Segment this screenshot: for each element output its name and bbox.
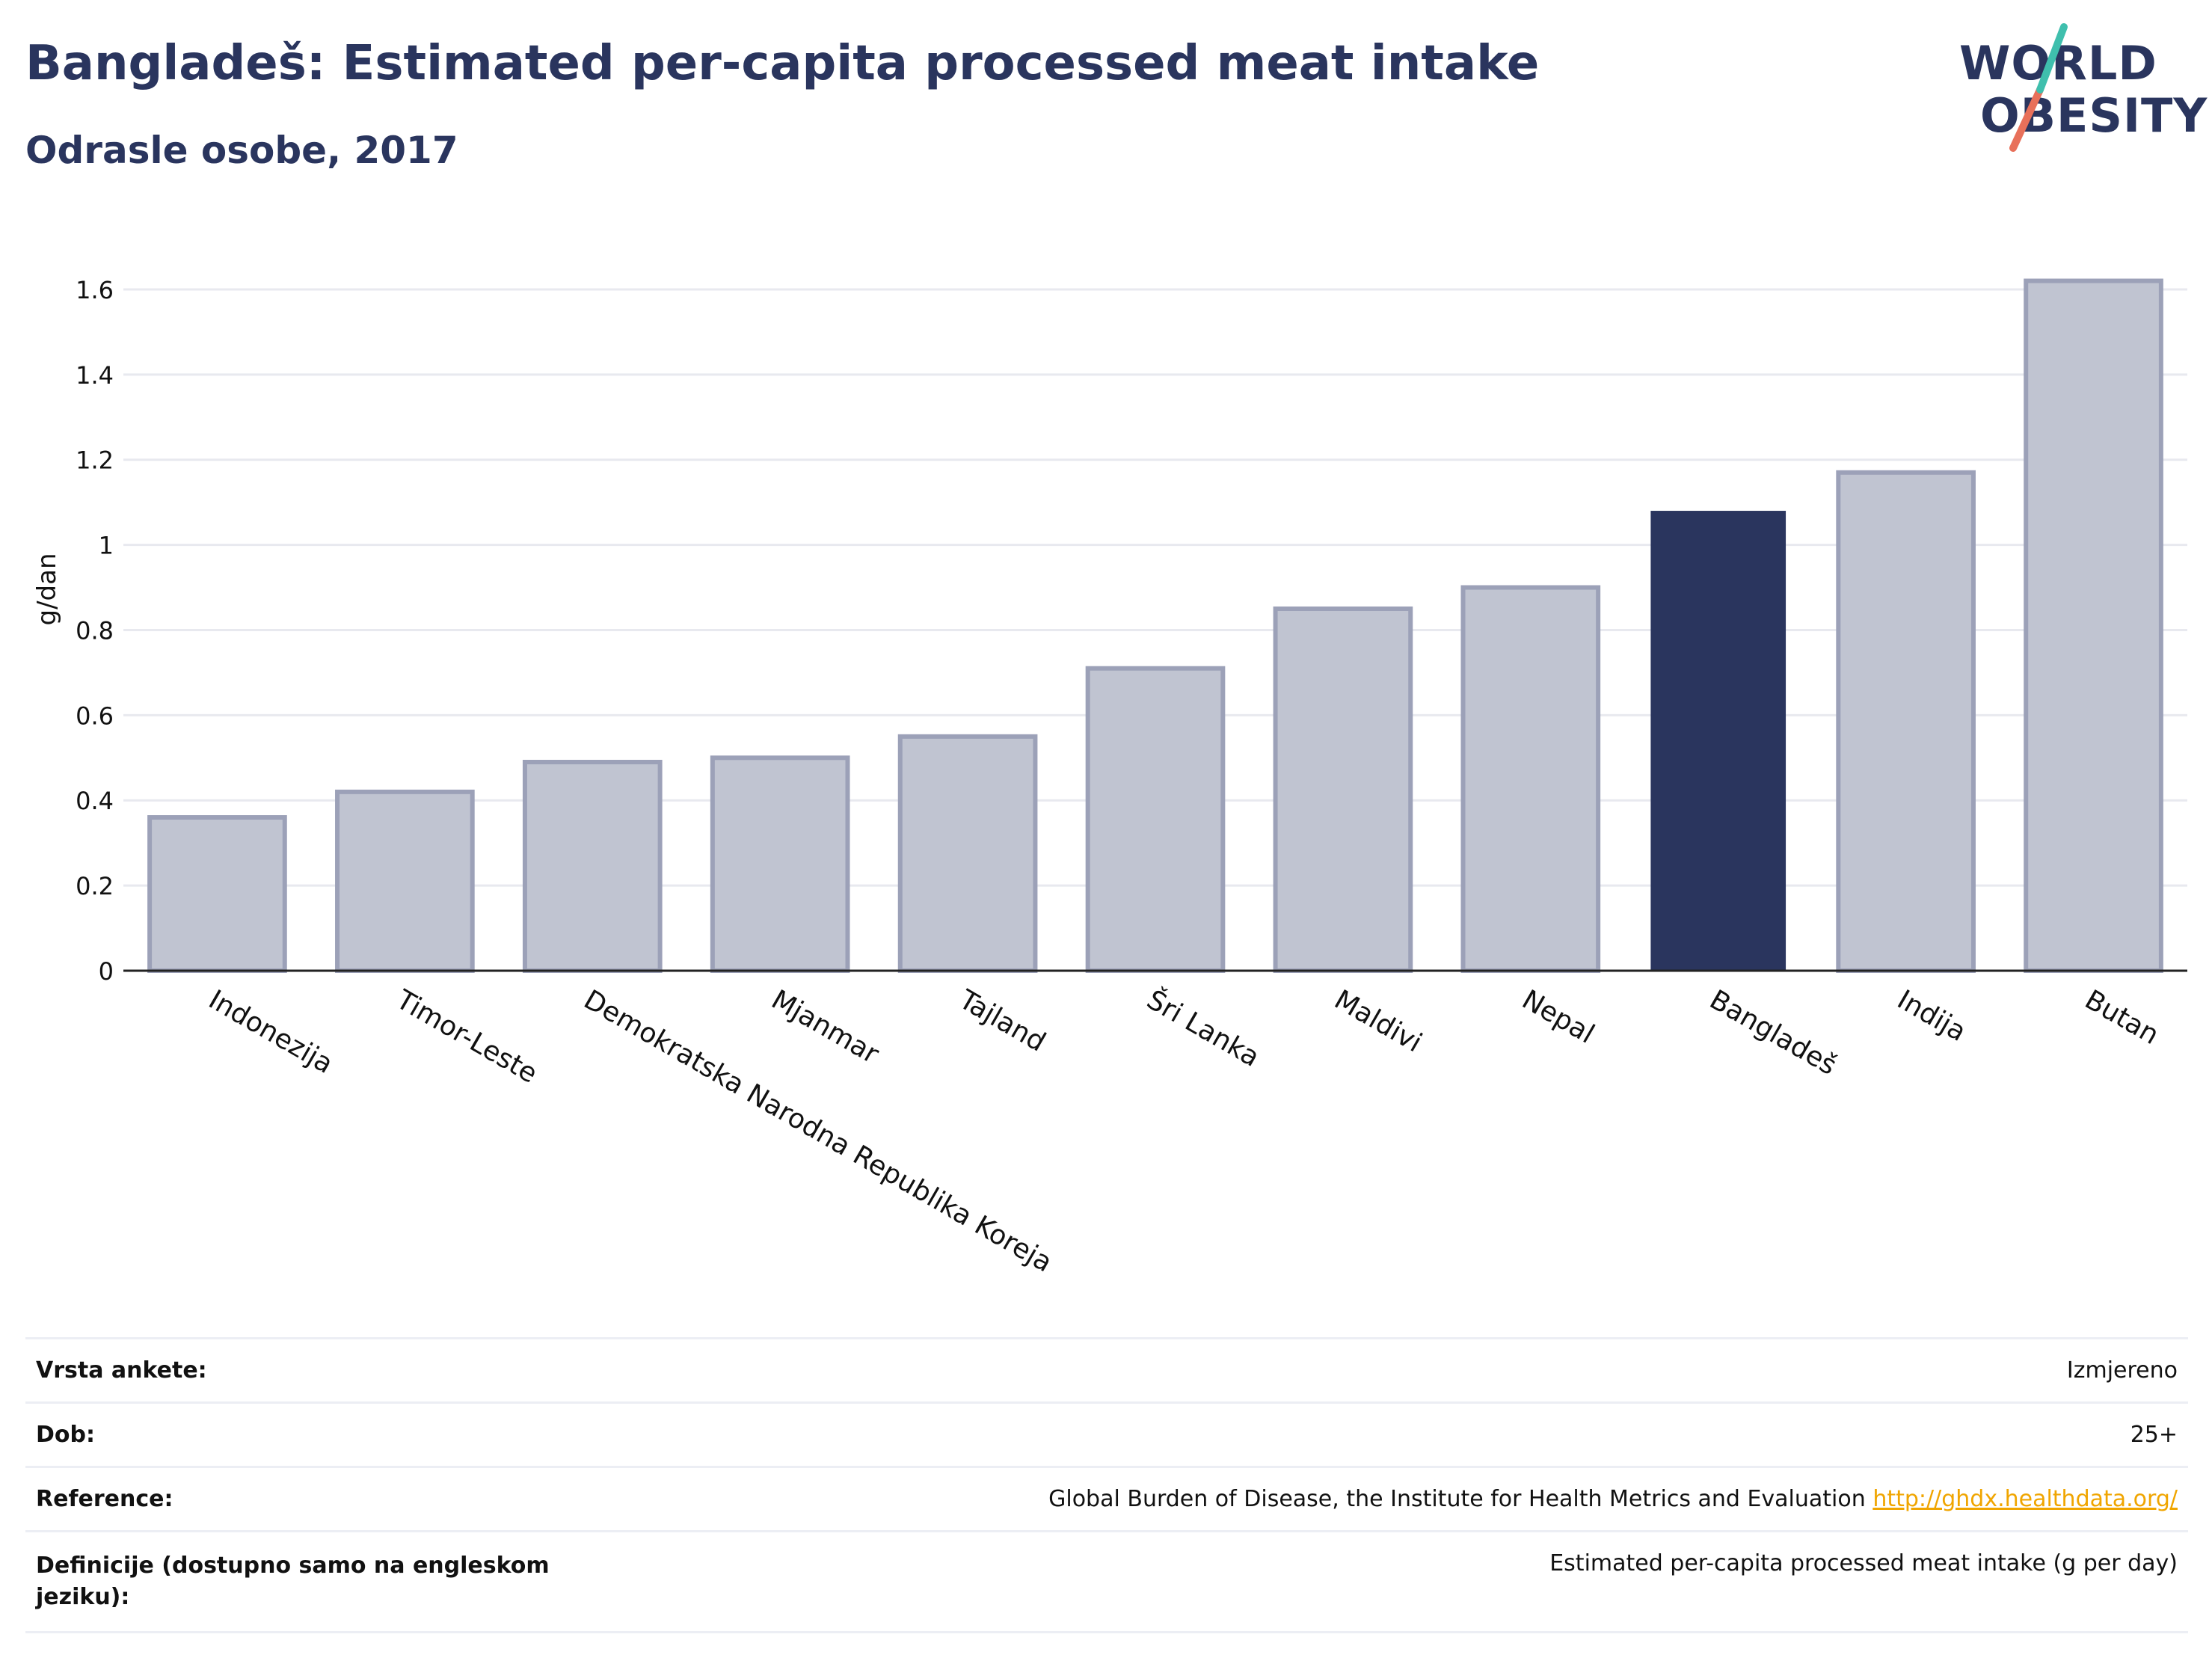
x-tick-label: Maldivi [1329,984,1427,1058]
chart-title: Bangladeš: Estimated per-capita processe… [25,36,1540,91]
x-axis-ticks: Indonezija Timor-Leste Demokratska Narodna… [203,983,2164,1278]
y-tick-label: 0.2 [76,872,114,900]
info-label: Vrsta ankete: [36,1357,207,1384]
bar-banglade-[interactable] [1650,511,1787,971]
x-tick-label: Bangladeš [1704,984,1842,1081]
bar--ri-lanka[interactable] [1085,666,1226,973]
info-row-reference: Reference: Global Burden of Disease, the… [25,1468,2188,1532]
bar-nepal[interactable] [1460,585,1601,973]
info-value: Izmjereno [2066,1357,2178,1384]
y-axis-label: g/dan [32,553,62,625]
chart-subtitle: Odrasle osobe, 2017 [25,129,458,172]
y-axis-ticks: 0 0.2 0.4 0.6 0.8 1 1.2 1.4 1.6 [76,276,114,986]
y-tick-label: 0 [99,957,114,986]
bar-butan[interactable] [2024,278,2163,974]
x-tick-label: Šri Lanka [1142,983,1265,1073]
info-label: Definicije (dostupno samo na engleskom j… [36,1553,550,1610]
x-tick-label: Butan [2080,984,2164,1051]
y-tick-label: 0.8 [76,616,114,645]
reference-link[interactable]: http://ghdx.healthdata.org/ [1872,1486,2178,1512]
x-tick-label: Indonezija [203,984,338,1080]
bar-maldivi[interactable] [1273,607,1413,973]
x-tick-label: Indija [1892,984,1971,1048]
x-tick-label: Timor-Leste [390,984,542,1090]
info-value: 25+ [2130,1422,2178,1448]
reference-text: Global Burden of Disease, the Institute … [1048,1486,1866,1512]
y-tick-label: 1.6 [76,276,114,304]
x-tick-label: Nepal [1517,984,1600,1050]
y-tick-label: 1.4 [76,361,114,390]
bars [147,278,2163,974]
y-tick-label: 0.4 [76,787,114,815]
y-tick-label: 0.6 [76,701,114,730]
info-value: Estimated per-capita processed meat inta… [1549,1550,2178,1576]
logo-slash-icon [2009,23,2068,152]
bar-mjanmar[interactable] [710,755,850,973]
bar-tajland[interactable] [897,734,1038,974]
info-label: Dob: [36,1422,95,1448]
info-table: Vrsta ankete: Izmjereno Dob: 25+ Referen… [25,1337,2188,1633]
x-tick-label: Mjanmar [766,984,884,1070]
info-value: Global Burden of Disease, the Institute … [1048,1486,2178,1512]
x-tick-label: Tajland [953,984,1051,1058]
info-row-survey-type: Vrsta ankete: Izmjereno [25,1339,2188,1404]
info-label: Reference: [36,1486,173,1512]
info-row-definition: Definicije (dostupno samo na engleskom j… [25,1532,2188,1633]
bar-indija[interactable] [1836,470,1976,973]
bar-timor-leste[interactable] [335,789,475,973]
y-tick-label: 1.2 [76,446,114,475]
bar-chart: 0 0.2 0.4 0.6 0.8 1 1.2 1.4 1.6 g/dan Indonezija… [32,276,2187,1278]
bar-demokratska-narodna-republika-koreja[interactable] [522,759,663,973]
world-obesity-logo[interactable]: WORLD OBESITY [1944,21,2207,156]
info-row-age: Dob: 25+ [25,1404,2188,1468]
y-tick-label: 1 [99,532,114,560]
bar-indonezija[interactable] [147,815,287,973]
